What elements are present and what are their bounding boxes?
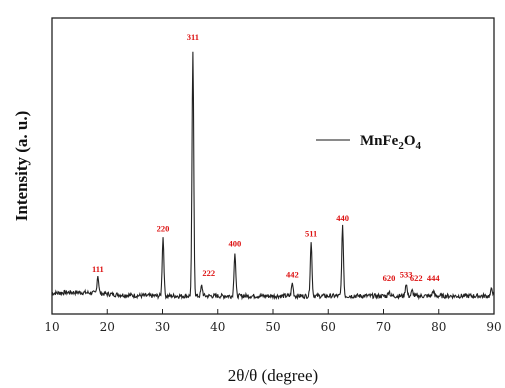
series-group [51,51,495,301]
x-tick-label: 70 [376,320,391,334]
x-tick-label: 90 [486,320,501,334]
x-axis: 10 20 30 40 50 60 70 80 90 [44,309,502,334]
x-tick-label: 60 [321,320,336,334]
legend-sub-1: 2 [398,140,404,152]
y-axis-title: Intensity (a. u.) [12,111,31,222]
x-tick-label: 20 [100,320,115,334]
x-axis-title: 2θ/θ (degree) [228,366,318,385]
x-tick-label: 30 [155,320,170,334]
peak-label-622: 622 [410,273,423,283]
peak-label-442: 442 [286,269,299,279]
legend: MnFe2O4 [316,133,422,152]
peak-label-220: 220 [157,223,170,233]
legend-label-main: MnFe [360,133,399,149]
legend-sub-2: 4 [416,140,422,152]
peak-label-533: 533 [400,269,413,279]
peak-label-311: 311 [187,32,199,42]
x-tick-label: 50 [265,320,280,334]
peak-label-620: 620 [383,273,396,283]
x-tick-label: 10 [44,320,59,334]
peak-label-444: 444 [427,273,441,283]
peak-label-400: 400 [229,239,242,249]
plot-area [51,17,495,315]
peak-label-222: 222 [202,268,215,278]
peak-label-511: 511 [305,228,317,238]
legend-label-mid: O [404,133,416,149]
series-line-mnfe2o4 [51,51,495,301]
x-tick-label: 80 [431,320,446,334]
legend-label: MnFe2O4 [360,133,422,152]
peak-label-440: 440 [336,213,349,223]
peak-label-111: 111 [92,264,104,274]
x-tick-label: 40 [210,320,225,334]
